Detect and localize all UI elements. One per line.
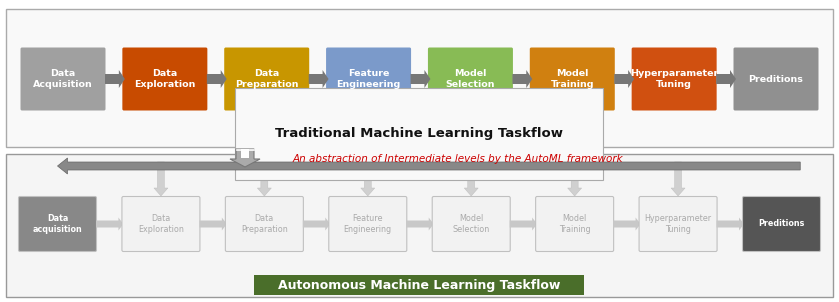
Polygon shape	[614, 70, 634, 88]
Polygon shape	[613, 217, 640, 230]
Polygon shape	[406, 217, 434, 230]
Text: Model
Training: Model Training	[559, 214, 591, 234]
Polygon shape	[568, 162, 581, 196]
FancyBboxPatch shape	[733, 47, 819, 111]
Text: Data
Exploration: Data Exploration	[138, 214, 184, 234]
Polygon shape	[410, 70, 430, 88]
Text: Model
Selection: Model Selection	[452, 214, 490, 234]
FancyBboxPatch shape	[535, 197, 613, 252]
Polygon shape	[96, 217, 123, 230]
Text: Feature
Engineering: Feature Engineering	[336, 69, 401, 89]
Polygon shape	[671, 162, 685, 196]
Text: An abstraction of Intermediate levels by the AutoML framework: An abstraction of Intermediate levels by…	[293, 154, 623, 164]
FancyBboxPatch shape	[329, 197, 407, 252]
FancyBboxPatch shape	[18, 197, 96, 252]
FancyBboxPatch shape	[632, 47, 717, 111]
Polygon shape	[464, 162, 478, 196]
Text: Model
Training: Model Training	[550, 69, 594, 89]
FancyBboxPatch shape	[529, 47, 615, 111]
Text: Autonomous Machine Learning Taskflow: Autonomous Machine Learning Taskflow	[278, 278, 560, 291]
FancyBboxPatch shape	[639, 197, 717, 252]
Polygon shape	[717, 217, 744, 230]
Polygon shape	[207, 70, 227, 88]
FancyBboxPatch shape	[122, 47, 207, 111]
FancyBboxPatch shape	[20, 47, 106, 111]
Polygon shape	[241, 149, 249, 158]
Text: Data
Exploration: Data Exploration	[134, 69, 195, 89]
FancyBboxPatch shape	[122, 197, 200, 252]
Text: Preditions: Preditions	[758, 220, 805, 229]
FancyBboxPatch shape	[226, 197, 304, 252]
Polygon shape	[154, 162, 168, 196]
FancyBboxPatch shape	[224, 47, 310, 111]
Text: Data
acquisition: Data acquisition	[33, 214, 82, 234]
Polygon shape	[258, 162, 271, 196]
Polygon shape	[309, 70, 329, 88]
Polygon shape	[510, 217, 537, 230]
Polygon shape	[58, 158, 800, 174]
FancyBboxPatch shape	[326, 47, 411, 111]
Text: Data
Acquisition: Data Acquisition	[33, 69, 93, 89]
Polygon shape	[105, 70, 125, 88]
Text: Preditions: Preditions	[748, 75, 804, 83]
Polygon shape	[513, 70, 532, 88]
Text: Data
Preparation: Data Preparation	[241, 214, 288, 234]
Text: Feature
Engineering: Feature Engineering	[344, 214, 392, 234]
FancyBboxPatch shape	[432, 197, 510, 252]
Text: Model
Selection: Model Selection	[446, 69, 495, 89]
FancyBboxPatch shape	[6, 9, 833, 147]
FancyBboxPatch shape	[743, 197, 821, 252]
Text: Traditional Machine Learning Taskflow: Traditional Machine Learning Taskflow	[275, 127, 563, 140]
Polygon shape	[200, 217, 227, 230]
Text: Hyperparameter
Tuning: Hyperparameter Tuning	[630, 69, 718, 89]
Text: Hyperparameter
Tuning: Hyperparameter Tuning	[644, 214, 711, 234]
FancyBboxPatch shape	[428, 47, 513, 111]
FancyBboxPatch shape	[254, 275, 584, 295]
Polygon shape	[717, 70, 736, 88]
FancyBboxPatch shape	[6, 154, 833, 297]
Text: Data
Preparation: Data Preparation	[235, 69, 299, 89]
Polygon shape	[230, 149, 260, 167]
Polygon shape	[303, 217, 331, 230]
Polygon shape	[361, 162, 375, 196]
